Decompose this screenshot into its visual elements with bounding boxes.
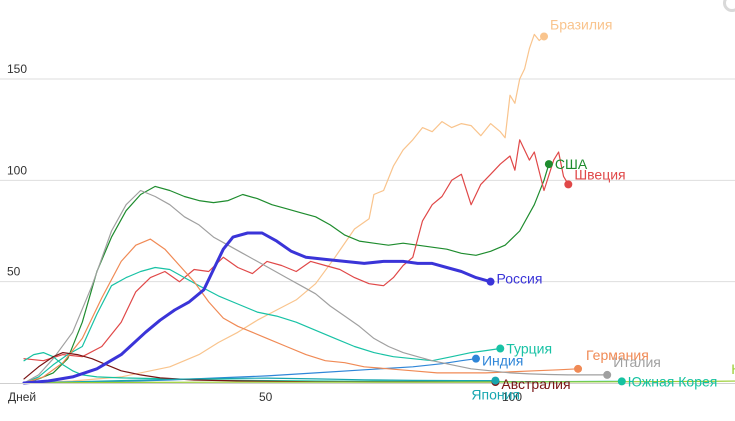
series-label-3: Россия (497, 271, 543, 287)
y-tick-label: 100 (7, 163, 27, 177)
series-end-marker-4[interactable] (496, 344, 505, 353)
grid (0, 78, 735, 283)
series-label-7: Италия (613, 354, 661, 370)
x-tick-label: 100 (502, 390, 522, 404)
x-tick-label: Дней (8, 390, 36, 404)
series-end-marker-0[interactable] (540, 32, 549, 41)
series-label-10: Япония (471, 387, 520, 403)
series-line-10[interactable] (23, 377, 496, 384)
series-end-marker-7[interactable] (603, 370, 612, 379)
x-tick-label: 50 (259, 390, 273, 404)
axes: 50 100 150 Дней 50 100 (0, 62, 735, 404)
series-line-1[interactable] (23, 163, 550, 384)
gear-icon[interactable] (723, 0, 735, 12)
series-line-4[interactable] (23, 266, 501, 384)
series-label-2: Швеция (574, 166, 625, 182)
series-end-marker-10[interactable] (491, 376, 500, 385)
series-line-0[interactable] (23, 33, 545, 384)
series-end-marker-6[interactable] (574, 364, 583, 373)
series-label-9: Австралия (501, 376, 570, 392)
series-end-marker-3[interactable] (486, 277, 495, 286)
series-label-4: Турция (506, 341, 552, 357)
y-tick-label: 50 (7, 265, 21, 279)
series-label-5: Индия (482, 353, 523, 369)
series-label-11: К (731, 361, 735, 377)
series-line-7[interactable] (23, 189, 608, 384)
series-label-8: Южная Корея (628, 373, 718, 389)
series-label-0: Бразилия (550, 16, 612, 32)
series-end-marker-1[interactable] (544, 160, 553, 169)
series-line-2[interactable] (23, 139, 569, 362)
series-label-1: США (555, 156, 588, 172)
series-line-6[interactable] (23, 238, 579, 384)
series-end-marker-8[interactable] (617, 377, 626, 386)
y-tick-label: 150 (7, 62, 27, 76)
series-lines (22, 33, 735, 385)
series-end-marker-2[interactable] (564, 180, 573, 189)
series-line-11[interactable] (23, 380, 735, 384)
series-label-6: Германия (586, 347, 649, 363)
series-end-marker-5[interactable] (471, 354, 480, 363)
series-line-3[interactable] (22, 231, 493, 385)
